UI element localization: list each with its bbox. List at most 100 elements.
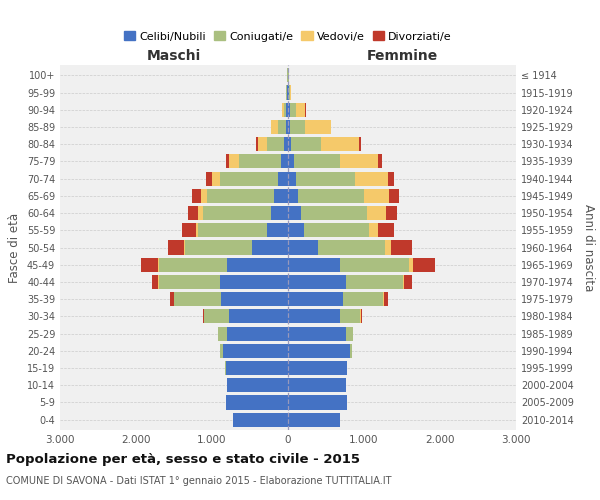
- Bar: [282, 102, 284, 117]
- Bar: [185, 240, 251, 254]
- Bar: [184, 240, 185, 254]
- Bar: [203, 310, 204, 324]
- Bar: [256, 137, 257, 152]
- Bar: [229, 310, 288, 324]
- Bar: [220, 172, 278, 185]
- Text: Popolazione per età, sesso e stato civile - 2015: Popolazione per età, sesso e stato civil…: [6, 452, 360, 466]
- Bar: [220, 344, 223, 358]
- Bar: [239, 154, 281, 168]
- Bar: [278, 120, 286, 134]
- Bar: [203, 206, 271, 220]
- Bar: [182, 223, 196, 238]
- Bar: [290, 120, 305, 134]
- Bar: [284, 102, 286, 117]
- Bar: [286, 102, 288, 117]
- Bar: [364, 189, 389, 203]
- Bar: [227, 258, 288, 272]
- Bar: [288, 172, 296, 185]
- Bar: [227, 378, 288, 392]
- Bar: [251, 240, 288, 254]
- Bar: [286, 86, 287, 100]
- Bar: [281, 154, 288, 168]
- Bar: [288, 154, 294, 168]
- Bar: [304, 223, 370, 238]
- Bar: [384, 292, 388, 306]
- Bar: [196, 223, 199, 238]
- Bar: [208, 189, 274, 203]
- Bar: [340, 310, 360, 324]
- Bar: [367, 206, 386, 220]
- Bar: [404, 275, 412, 289]
- Bar: [288, 275, 346, 289]
- Bar: [322, 137, 359, 152]
- Bar: [288, 378, 346, 392]
- Bar: [370, 223, 379, 238]
- Bar: [288, 344, 350, 358]
- Bar: [317, 240, 385, 254]
- Bar: [403, 275, 404, 289]
- Bar: [290, 102, 296, 117]
- Bar: [355, 172, 388, 185]
- Bar: [386, 206, 397, 220]
- Bar: [340, 154, 377, 168]
- Bar: [158, 258, 159, 272]
- Legend: Celibi/Nubili, Coniugati/e, Vedovi/e, Divorziati/e: Celibi/Nubili, Coniugati/e, Vedovi/e, Di…: [120, 27, 456, 46]
- Bar: [233, 412, 288, 426]
- Bar: [140, 258, 158, 272]
- Bar: [389, 189, 399, 203]
- Bar: [301, 206, 367, 220]
- Bar: [274, 189, 288, 203]
- Bar: [287, 86, 288, 100]
- Bar: [413, 258, 434, 272]
- Bar: [229, 154, 239, 168]
- Bar: [199, 206, 203, 220]
- Bar: [286, 120, 288, 134]
- Bar: [167, 240, 184, 254]
- Bar: [220, 275, 288, 289]
- Bar: [391, 240, 412, 254]
- Bar: [202, 189, 208, 203]
- Bar: [288, 223, 304, 238]
- Bar: [221, 292, 288, 306]
- Text: COMUNE DI SAVONA - Dati ISTAT 1° gennaio 2015 - Elaborazione TUTTITALIA.IT: COMUNE DI SAVONA - Dati ISTAT 1° gennaio…: [6, 476, 392, 486]
- Y-axis label: Anni di nascita: Anni di nascita: [582, 204, 595, 291]
- Bar: [383, 292, 384, 306]
- Bar: [359, 137, 361, 152]
- Bar: [170, 292, 174, 306]
- Bar: [409, 258, 413, 272]
- Bar: [291, 137, 322, 152]
- Text: Maschi: Maschi: [147, 50, 201, 64]
- Bar: [226, 154, 229, 168]
- Bar: [377, 154, 382, 168]
- Bar: [206, 172, 212, 185]
- Bar: [271, 206, 288, 220]
- Bar: [152, 275, 158, 289]
- Bar: [388, 172, 394, 185]
- Bar: [192, 189, 202, 203]
- Bar: [379, 223, 394, 238]
- Bar: [294, 154, 340, 168]
- Bar: [305, 120, 331, 134]
- Bar: [271, 120, 278, 134]
- Bar: [385, 240, 391, 254]
- Bar: [288, 396, 347, 409]
- Bar: [288, 137, 291, 152]
- Bar: [346, 326, 353, 340]
- Bar: [267, 223, 288, 238]
- Text: Femmine: Femmine: [367, 50, 437, 64]
- Bar: [288, 326, 346, 340]
- Bar: [288, 102, 290, 117]
- Bar: [257, 137, 267, 152]
- Bar: [350, 344, 352, 358]
- Bar: [288, 292, 343, 306]
- Bar: [288, 310, 340, 324]
- Bar: [218, 326, 227, 340]
- Bar: [284, 137, 288, 152]
- Bar: [212, 172, 220, 185]
- Bar: [298, 189, 364, 203]
- Bar: [288, 258, 340, 272]
- Bar: [340, 258, 409, 272]
- Bar: [290, 86, 292, 100]
- Bar: [361, 310, 362, 324]
- Bar: [343, 292, 383, 306]
